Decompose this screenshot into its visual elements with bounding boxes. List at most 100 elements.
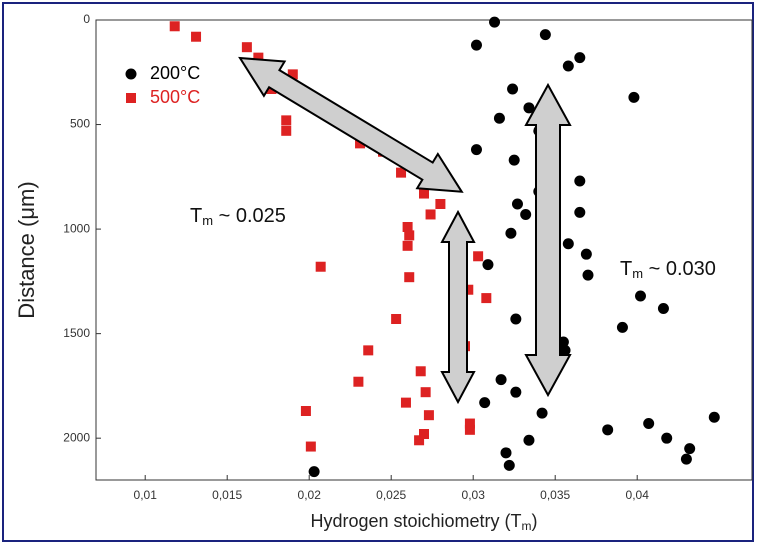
point: [315, 261, 326, 272]
point: [495, 374, 507, 386]
annotation: Tm ~ 0.025: [190, 205, 286, 228]
point: [473, 251, 484, 262]
x-tick-label: 0,025: [376, 488, 406, 502]
point: [435, 199, 446, 209]
y-tick-label: 2000: [63, 430, 90, 444]
point: [402, 240, 413, 251]
point: [169, 21, 180, 32]
point: [281, 125, 292, 136]
point: [463, 284, 474, 295]
point: [661, 432, 673, 444]
point: [505, 227, 517, 239]
point: [355, 138, 366, 149]
y-tick-label: 0: [83, 12, 90, 26]
point: [562, 60, 574, 72]
point: [391, 314, 402, 324]
point: [574, 175, 586, 187]
y-tick-label: 1000: [63, 221, 90, 235]
point: [489, 16, 501, 28]
point: [191, 31, 202, 42]
point: [559, 344, 571, 356]
annotation-sub: m: [202, 213, 213, 228]
x-tick-label: 0,02: [298, 488, 322, 502]
point: [287, 69, 298, 80]
point: [503, 459, 515, 471]
marks: [125, 16, 720, 478]
point: [510, 386, 522, 398]
y-tick-label: 1500: [63, 326, 90, 340]
x-tick-label: 0,03: [462, 488, 486, 502]
annotation-text: T: [620, 258, 632, 280]
x-label-text: ): [532, 511, 538, 531]
point: [657, 303, 669, 315]
point: [574, 206, 586, 218]
point: [404, 272, 415, 283]
x-tick-label: 0,04: [626, 488, 650, 502]
point: [419, 188, 429, 199]
point: [684, 443, 696, 455]
point: [425, 209, 436, 220]
point: [500, 447, 512, 459]
arrows: [238, 56, 572, 405]
legend-marker: [125, 68, 137, 80]
point: [508, 154, 520, 166]
annotation-text: T: [190, 205, 202, 227]
point: [470, 39, 482, 51]
x-tick-label: 0,035: [540, 488, 570, 502]
point: [507, 83, 519, 95]
point: [363, 345, 374, 356]
point: [470, 144, 482, 156]
point: [574, 52, 586, 64]
annotation-text: ~ 0.030: [643, 258, 716, 280]
legend-label: 500°C: [150, 87, 200, 107]
x-label-sub: m: [522, 519, 532, 533]
point: [628, 91, 640, 103]
x-axis-label: Hydrogen stoichiometry (Tm): [310, 511, 537, 533]
point: [643, 418, 655, 430]
point: [602, 424, 614, 436]
point: [300, 406, 311, 416]
x-label-text: Hydrogen stoichiometry (T: [310, 511, 521, 531]
point: [414, 435, 425, 446]
point: [481, 293, 492, 304]
legend-label: 200°C: [150, 63, 200, 83]
point: [464, 418, 475, 429]
point: [400, 397, 411, 408]
double-arrow: [238, 56, 464, 193]
plot-frame: [95, 19, 753, 481]
point: [419, 429, 429, 439]
point: [580, 248, 592, 260]
x-tick-label: 0,01: [134, 488, 158, 502]
legend-marker: [126, 93, 136, 103]
y-axis-label: Distance (μm): [14, 181, 39, 318]
annotation-text: ~ 0.025: [213, 205, 286, 227]
point: [708, 411, 720, 423]
point: [402, 222, 413, 232]
point: [511, 198, 523, 210]
point: [305, 441, 316, 452]
point: [353, 376, 364, 387]
x-tick-label: 0,015: [212, 488, 242, 502]
point: [464, 424, 475, 435]
double-arrow: [440, 209, 476, 405]
point: [253, 52, 264, 63]
point: [308, 466, 320, 478]
point: [562, 238, 574, 250]
point: [493, 112, 505, 124]
point: [479, 397, 491, 409]
point: [281, 115, 292, 126]
point: [241, 42, 252, 53]
point: [523, 102, 535, 114]
y-tick-label: 500: [70, 117, 90, 131]
annotation-sub: m: [632, 266, 643, 281]
double-arrow: [524, 82, 572, 398]
point: [539, 29, 551, 41]
point: [536, 407, 548, 419]
point: [634, 290, 646, 302]
point: [482, 259, 494, 271]
point: [616, 321, 628, 333]
point: [415, 366, 426, 377]
point: [582, 269, 594, 281]
